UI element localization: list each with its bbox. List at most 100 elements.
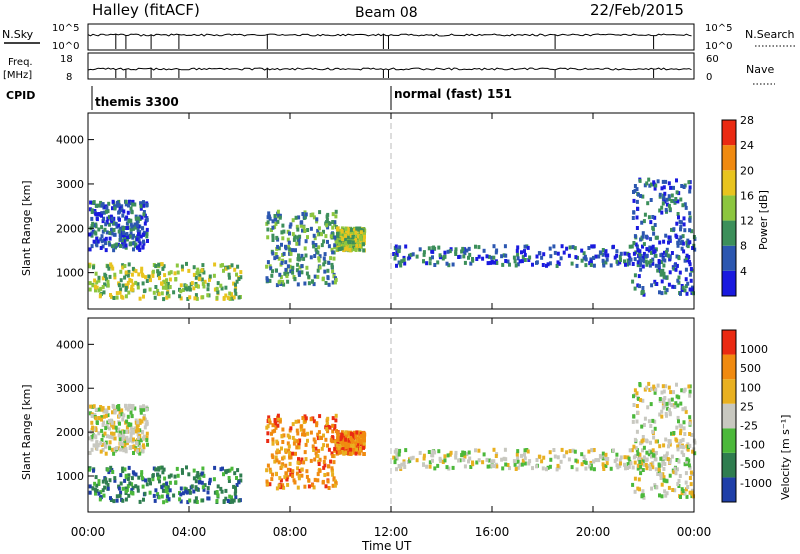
velocity-cell [192, 476, 196, 481]
power-cell [112, 228, 116, 232]
velocity-cell [660, 494, 664, 499]
power-colorbar-tick: 12 [740, 215, 754, 228]
power-cell [162, 264, 166, 269]
power-cell [688, 228, 692, 233]
power-cell [402, 257, 406, 262]
power-cell [168, 277, 172, 282]
velocity-cell [297, 457, 300, 462]
velocity-cell [661, 405, 665, 410]
power-cell [687, 180, 691, 185]
velocity-cell [94, 475, 98, 480]
power-cell [206, 282, 210, 287]
velocity-cell [213, 465, 217, 470]
power-cell [584, 257, 588, 262]
power-colorbar-swatch [722, 120, 736, 146]
velocity-cell [203, 483, 207, 488]
velocity-colorbar-swatch [722, 403, 736, 429]
power-cell [294, 248, 297, 253]
power-cell [122, 231, 126, 235]
velocity-cell [206, 486, 210, 491]
power-cell [93, 284, 97, 289]
velocity-cell [142, 404, 145, 409]
velocity-cell [684, 480, 688, 485]
velocity-cell [400, 462, 404, 467]
velocity-cell [659, 472, 663, 477]
velocity-cell [136, 420, 140, 425]
power-cell [305, 265, 309, 270]
power-cell [105, 277, 108, 282]
freq-panel [87, 52, 695, 80]
velocity-cell [289, 472, 293, 477]
velocity-cell [194, 496, 198, 501]
velocity-cell [567, 457, 571, 462]
power-cell [425, 261, 429, 266]
velocity-cell [94, 443, 98, 448]
power-cell [137, 239, 141, 244]
power-cell [553, 250, 557, 255]
power-cell [99, 237, 103, 242]
power-cell [312, 215, 316, 220]
velocity-cell [675, 382, 678, 387]
power-cell [645, 262, 649, 267]
velocity-cell [132, 428, 136, 433]
velocity-cell [642, 459, 645, 464]
velocity-cell [689, 470, 693, 475]
velocity-cell [545, 467, 548, 472]
power-cell [362, 248, 366, 253]
velocity-cell [160, 494, 164, 499]
velocity-cell [219, 486, 223, 491]
x-tick-label: 00:00 [677, 525, 712, 539]
power-cell [676, 278, 680, 283]
velocity-cell [277, 417, 281, 422]
velocity-cell [97, 491, 101, 496]
power-cell [650, 250, 653, 255]
power-cell [688, 217, 692, 222]
velocity-cell [278, 419, 282, 424]
power-cell [228, 265, 232, 269]
velocity-cell [349, 431, 353, 436]
velocity-cell [267, 418, 271, 423]
power-cell [660, 291, 664, 296]
power-cell [683, 258, 687, 263]
power-cell [130, 278, 134, 283]
velocity-cell [314, 451, 318, 456]
power-cell [582, 251, 586, 256]
velocity-cell [331, 454, 335, 458]
power-cell [124, 243, 128, 248]
power-cell [659, 269, 663, 274]
power-y-tick-label: 4000 [56, 134, 84, 147]
velocity-cell [292, 441, 296, 446]
power-cell [271, 251, 275, 256]
velocity-cell [305, 469, 309, 474]
power-cell [142, 200, 145, 205]
power-cell [448, 249, 452, 254]
power-cell [166, 285, 170, 290]
power-cell [582, 256, 586, 261]
velocity-cell [422, 453, 426, 458]
power-cell [184, 284, 188, 289]
velocity-cell [665, 479, 669, 484]
velocity-cell [594, 458, 598, 463]
velocity-cell [471, 462, 475, 467]
power-cell [658, 240, 662, 245]
power-cell [121, 263, 125, 268]
velocity-cell [678, 474, 682, 478]
power-cell [461, 246, 465, 251]
velocity-cell [239, 473, 243, 478]
velocity-cell [359, 434, 363, 439]
power-cell [615, 259, 619, 264]
power-cell [580, 258, 584, 263]
power-cell [331, 225, 335, 230]
power-cell [670, 193, 674, 198]
power-cell [97, 212, 101, 216]
velocity-cell [336, 437, 340, 442]
velocity-cell [331, 472, 335, 477]
power-cell [667, 197, 671, 202]
power-cell [447, 263, 451, 268]
power-cell [93, 278, 97, 283]
velocity-cell [641, 435, 645, 439]
velocity-cell [166, 488, 170, 493]
velocity-cell [628, 448, 632, 453]
